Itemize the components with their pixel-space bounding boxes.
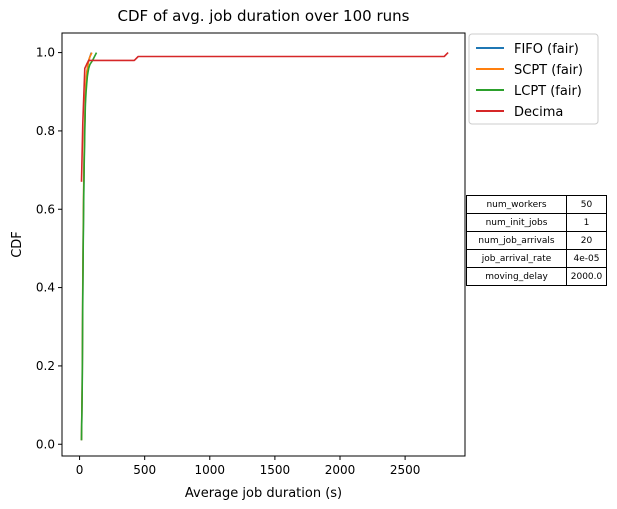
x-tick-label-4: 2000 [325,463,356,477]
param-row: num_job_arrivals 20 [466,231,607,250]
y-tick-label-1: 0.2 [36,359,55,373]
param-key: num_job_arrivals [466,231,567,250]
param-value: 1 [566,213,607,232]
parameters-table: num_workers 50 num_init_jobs 1 num_job_arriv… [466,195,607,286]
plot-lines [80,52,449,441]
x-tick-label-3: 1500 [260,463,291,477]
series-line-2 [80,52,98,441]
plot-frame [61,32,466,457]
series-line-3 [80,52,449,182]
param-value: 2000.0 [566,267,607,286]
y-axis: 0.0 0.2 0.4 0.6 0.8 1.0 [36,46,62,451]
legend-label-0: FIFO (fair) [514,42,579,57]
param-key: job_arrival_rate [466,249,567,268]
x-axis-label: Average job duration (s) [185,486,342,501]
x-tick-label-5: 2500 [390,463,421,477]
legend-label-2: LCPT (fair) [514,84,582,99]
param-key: num_workers [466,195,567,214]
chart-title: CDF of avg. job duration over 100 runs [118,7,410,25]
x-axis: 0 500 1000 1500 2000 2500 [76,456,421,477]
legend-label-3: Decima [514,105,563,120]
param-key: num_init_jobs [466,213,567,232]
param-value: 20 [566,231,607,250]
y-tick-label-5: 1.0 [36,46,55,60]
y-tick-label-4: 0.8 [36,124,55,138]
y-tick-label-2: 0.4 [36,281,55,295]
y-tick-label-0: 0.0 [36,437,55,451]
param-row: moving_delay 2000.0 [466,267,607,286]
y-axis-label: CDF [10,231,25,258]
param-row: num_workers 50 [466,195,607,214]
param-value: 4e-05 [566,249,607,268]
x-tick-label-2: 1000 [195,463,226,477]
legend-box [468,33,599,125]
y-tick-label-3: 0.6 [36,202,55,216]
x-tick-label-1: 500 [133,463,156,477]
legend: FIFO (fair) SCPT (fair) LCPT (fair) Decima [468,33,599,125]
param-row: job_arrival_rate 4e-05 [466,249,607,268]
x-tick-label-0: 0 [76,463,84,477]
param-key: moving_delay [466,267,567,286]
param-value: 50 [566,195,607,214]
legend-label-1: SCPT (fair) [514,63,583,78]
param-row: num_init_jobs 1 [466,213,607,232]
